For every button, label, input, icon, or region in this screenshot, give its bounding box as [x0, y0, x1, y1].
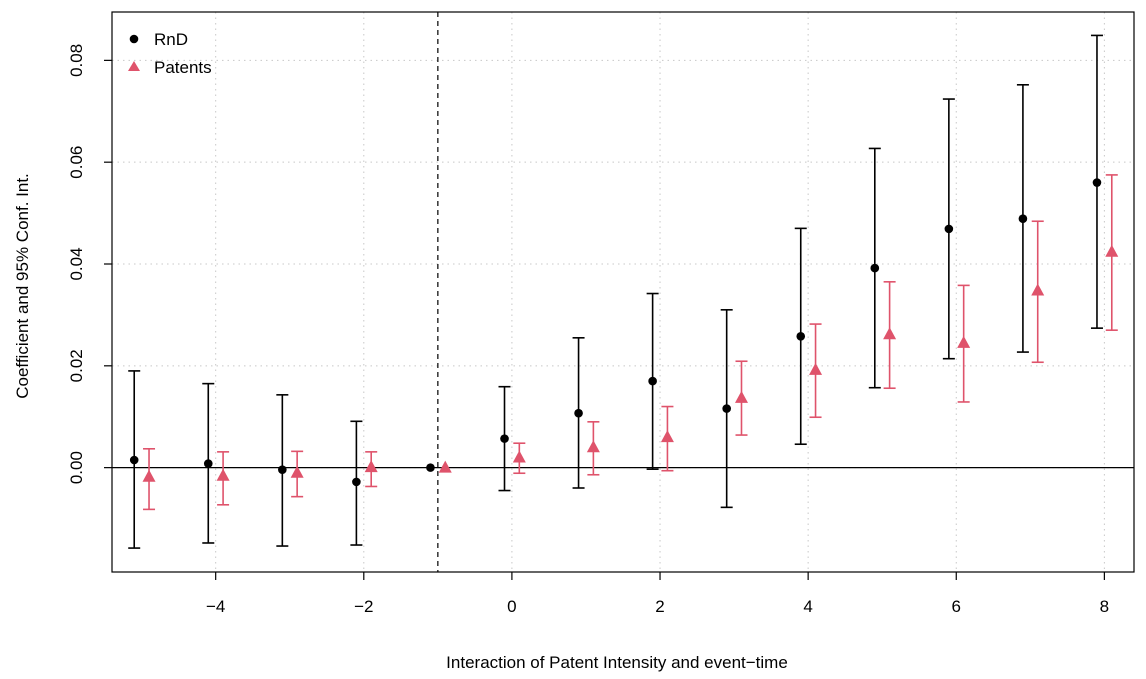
- data-point: [512, 450, 526, 463]
- data-point: [203, 459, 213, 468]
- data-point: [796, 331, 806, 341]
- data-point: [648, 376, 657, 386]
- data-point: [1092, 178, 1102, 187]
- series-rnd: [128, 34, 1103, 549]
- x-tick-label: 8: [1100, 597, 1109, 616]
- data-point: [870, 263, 880, 273]
- y-tick-label: 0.00: [67, 451, 86, 484]
- data-point: [500, 434, 509, 443]
- data-point: [1031, 283, 1045, 296]
- data-point: [1018, 214, 1028, 223]
- data-point: [734, 390, 748, 403]
- data-point: [944, 224, 954, 234]
- data-point: [290, 465, 304, 478]
- data-point: [1105, 244, 1119, 257]
- legend-rnd-marker-icon: [129, 34, 139, 44]
- data-point: [352, 477, 361, 487]
- x-tick-label: −2: [354, 597, 373, 616]
- data-point: [586, 440, 600, 453]
- legend-rnd-label: RnD: [154, 30, 188, 49]
- y-tick-label: 0.04: [67, 247, 86, 280]
- x-axis-title: Interaction of Patent Intensity and even…: [446, 653, 788, 672]
- legend-patents-marker-icon: [128, 61, 140, 71]
- data-point: [574, 408, 583, 418]
- legend-patents-label: Patents: [154, 58, 212, 77]
- data-point: [660, 430, 674, 443]
- plot-frame: [111, 11, 1135, 573]
- x-tick-label: 2: [655, 597, 664, 616]
- x-tick-label: 6: [952, 597, 961, 616]
- data-point: [438, 460, 452, 473]
- data-point: [364, 460, 378, 473]
- data-point: [216, 468, 230, 481]
- y-axis-title: Coefficient and 95% Conf. Int.: [13, 173, 32, 399]
- data-point: [883, 327, 897, 340]
- x-tick-label: 0: [507, 597, 516, 616]
- y-tick-label: 0.08: [67, 44, 86, 77]
- y-tick-label: 0.02: [67, 349, 86, 382]
- series-patents: [142, 174, 1119, 511]
- data-point: [957, 335, 971, 348]
- data-point: [129, 455, 139, 465]
- legend: RnD Patents: [128, 30, 212, 77]
- axes: −4 −2 0 2 4 6 8 0.00 0.02 0.04 0.06 0.08: [67, 44, 1109, 616]
- data-point: [722, 404, 731, 413]
- data-point: [278, 465, 287, 474]
- data-point: [142, 469, 156, 482]
- x-tick-label: −4: [206, 597, 225, 616]
- y-tick-label: 0.06: [67, 146, 86, 179]
- data-series: [128, 34, 1119, 549]
- x-tick-label: 4: [803, 597, 812, 616]
- data-point: [809, 362, 823, 375]
- data-point: [426, 463, 435, 472]
